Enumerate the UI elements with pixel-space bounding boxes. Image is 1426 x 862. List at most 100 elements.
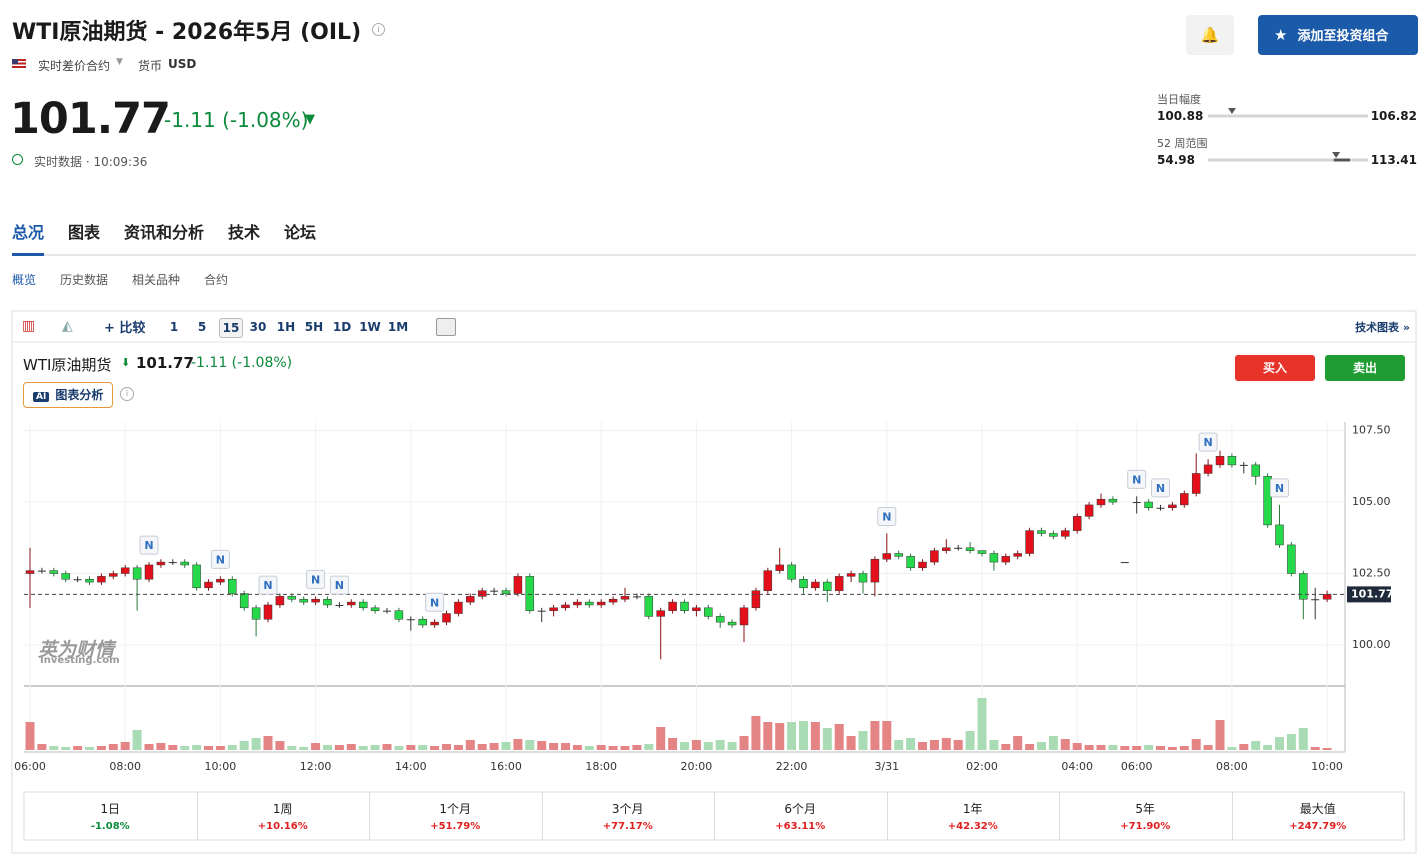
tab[interactable]: 资讯和分析 xyxy=(124,223,205,242)
performance-cell: 1个月 +51.79% xyxy=(369,792,543,840)
alert-button[interactable]: 🔔 xyxy=(1186,15,1234,55)
interval-button[interactable]: 5 xyxy=(197,320,207,334)
buy-button[interactable]: 买入 xyxy=(1235,355,1315,381)
candle-body xyxy=(156,561,166,566)
volume-bar xyxy=(1037,742,1046,750)
subtab[interactable]: 相关品种 xyxy=(132,273,181,287)
candle-body xyxy=(715,616,725,623)
tab[interactable]: 图表 xyxy=(68,223,101,242)
candle-body xyxy=(1263,476,1272,526)
news-marker xyxy=(329,575,349,595)
volume-bar xyxy=(1203,745,1213,750)
plot: 100.00 102.50 105.00 107.50 06:00 08:00 10:00 1… xyxy=(14,422,1393,773)
candle-icon[interactable]: ▥ xyxy=(22,318,36,334)
volume-bar xyxy=(941,738,951,750)
news-marker xyxy=(1151,478,1170,498)
tab[interactable]: 总况 xyxy=(12,223,45,242)
candle-body xyxy=(144,564,154,580)
ai-button[interactable]: AI 图表分析 xyxy=(23,382,113,408)
news-label: N xyxy=(1203,436,1212,449)
volume-bar xyxy=(323,745,332,750)
candle-body xyxy=(1144,501,1153,509)
candle-body xyxy=(120,567,130,574)
info-icon[interactable]: i xyxy=(372,23,385,36)
tab[interactable]: 论坛 xyxy=(284,223,317,242)
candle-body xyxy=(692,607,701,611)
change: -1.08% xyxy=(90,821,130,832)
legend-change: -1.11 (-1.08%) xyxy=(191,355,293,371)
volume-bar xyxy=(1263,745,1273,750)
area-icon[interactable]: ◭ xyxy=(62,318,73,334)
interval-button[interactable]: 30 xyxy=(249,320,267,334)
portfolio-button[interactable]: ★ 添加至投资组合 xyxy=(1258,15,1418,55)
volume-bar xyxy=(656,727,666,750)
sell-button[interactable]: 卖出 xyxy=(1325,355,1405,381)
news-marker xyxy=(1127,469,1147,489)
volume-bar xyxy=(1013,736,1023,750)
volume-bar xyxy=(108,744,118,750)
candle-body xyxy=(73,579,82,581)
x-tick-label: 22:00 xyxy=(776,760,808,773)
volume-bar xyxy=(525,740,535,750)
layout-icon[interactable] xyxy=(436,318,456,336)
candle-body xyxy=(1322,594,1332,600)
volume-bar xyxy=(1132,746,1142,750)
candle-body xyxy=(775,564,784,571)
volume-bar xyxy=(192,745,202,750)
tab-underline xyxy=(12,253,44,256)
candle-body xyxy=(251,607,261,620)
candle-body xyxy=(1061,530,1070,537)
volume-bar xyxy=(120,742,130,750)
contract-type[interactable]: 实时差价合约 xyxy=(38,59,111,73)
candle-body xyxy=(1251,464,1260,477)
legend-arrow: ⬇ xyxy=(121,356,131,369)
volume-bar xyxy=(1239,744,1249,750)
interval-button[interactable]: 1D xyxy=(332,320,352,334)
volume-bar xyxy=(251,738,261,750)
ai-info[interactable]: i xyxy=(120,387,134,401)
change: +42.32% xyxy=(947,821,998,832)
interval-button[interactable]: 15 xyxy=(219,318,243,338)
candle-body xyxy=(1203,464,1213,474)
candle-body xyxy=(168,562,177,564)
volume-bar xyxy=(715,740,725,750)
change: +63.11% xyxy=(775,821,826,832)
interval-button[interactable]: 1H xyxy=(276,320,296,334)
clock-icon xyxy=(12,154,23,165)
news-label: N xyxy=(335,579,344,592)
volume-bar xyxy=(894,740,904,750)
advanced-chart-link[interactable]: 技术图表 » xyxy=(1355,321,1410,334)
volume-bar xyxy=(810,722,820,750)
tab-rule xyxy=(12,254,1416,256)
subtab[interactable]: 历史数据 xyxy=(60,273,109,287)
candle-body xyxy=(1084,504,1094,517)
watermark-en: Investing.com xyxy=(40,655,120,666)
interval-button[interactable]: 1 xyxy=(169,320,179,334)
volume-bar xyxy=(751,716,761,750)
news-marker xyxy=(139,535,159,555)
subtab[interactable]: 合约 xyxy=(204,273,229,287)
candle-body xyxy=(1156,507,1165,509)
volume-bar xyxy=(644,744,654,750)
x-tick-label: 14:00 xyxy=(395,760,427,773)
compare-button[interactable]: + 比较 xyxy=(104,321,146,336)
tab[interactable]: 技术 xyxy=(228,223,261,242)
candle-body xyxy=(1287,544,1296,574)
caret: ▼ xyxy=(116,57,123,67)
interval-button[interactable]: 1W xyxy=(359,320,381,334)
candle-body xyxy=(549,607,558,611)
interval-button[interactable]: 1M xyxy=(387,320,409,334)
news-label: N xyxy=(311,573,320,586)
volume-bar xyxy=(561,743,570,750)
ai-label: 图表分析 xyxy=(55,388,104,402)
candle-body xyxy=(180,561,189,566)
compare-label: 比较 xyxy=(119,321,146,336)
volume-bar xyxy=(394,746,404,750)
volume-bar xyxy=(989,740,999,750)
subtab[interactable]: 概览 xyxy=(12,273,37,287)
volume-bar xyxy=(608,746,618,750)
volume-bar xyxy=(965,731,975,750)
interval-button[interactable]: 5H xyxy=(304,320,324,334)
candle-body xyxy=(97,576,106,583)
volume-bar xyxy=(1108,745,1118,750)
